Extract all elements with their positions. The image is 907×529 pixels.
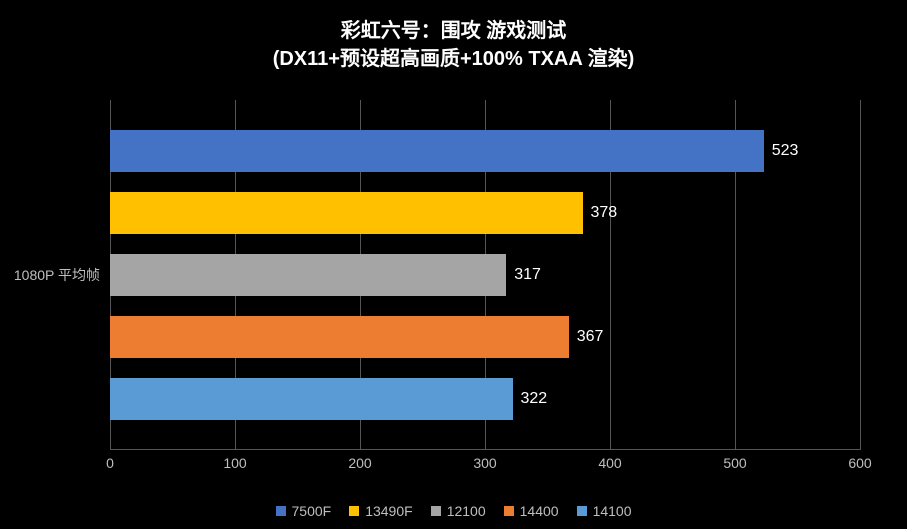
gridline [860,100,861,450]
chart-title-line2: (DX11+预设超高画质+100% TXAA 渲染) [0,46,907,72]
legend-item-7500F: 7500F [276,503,332,519]
bar-12100 [110,254,506,296]
x-tick-label: 500 [723,455,746,471]
legend-swatch [349,506,359,516]
legend-item-12100: 12100 [431,503,486,519]
bar-14100 [110,378,513,420]
legend: 7500F 13490F 12100 14400 14100 [0,503,907,519]
value-label-14100: 322 [521,390,548,408]
legend-item-14100: 14100 [577,503,632,519]
x-tick-label: 600 [848,455,871,471]
legend-swatch [577,506,587,516]
legend-item-13490F: 13490F [349,503,412,519]
x-tick-label: 200 [348,455,371,471]
legend-label: 14100 [593,503,632,519]
legend-label: 12100 [447,503,486,519]
bar-13490F [110,192,583,234]
x-tick-label: 300 [473,455,496,471]
category-label: 1080P 平均帧 [14,265,110,285]
plot-area: 1080P 平均帧 010020030040050060052337831736… [110,100,860,450]
legend-swatch [431,506,441,516]
x-tick-label: 100 [223,455,246,471]
legend-label: 7500F [292,503,332,519]
legend-label: 13490F [365,503,412,519]
legend-item-14400: 14400 [504,503,559,519]
chart-title-line1: 彩虹六号：围攻 游戏测试 [0,18,907,44]
x-tick-label: 400 [598,455,621,471]
legend-label: 14400 [520,503,559,519]
bar-14400 [110,316,569,358]
chart-title: 彩虹六号：围攻 游戏测试 (DX11+预设超高画质+100% TXAA 渲染) [0,18,907,72]
value-label-7500F: 523 [772,142,799,160]
chart-container: 彩虹六号：围攻 游戏测试 (DX11+预设超高画质+100% TXAA 渲染) … [0,0,907,529]
legend-swatch [276,506,286,516]
value-label-13490F: 378 [591,204,618,222]
legend-swatch [504,506,514,516]
value-label-12100: 317 [514,266,541,284]
value-label-14400: 367 [577,328,604,346]
x-tick-label: 0 [106,455,114,471]
bar-7500F [110,130,764,172]
